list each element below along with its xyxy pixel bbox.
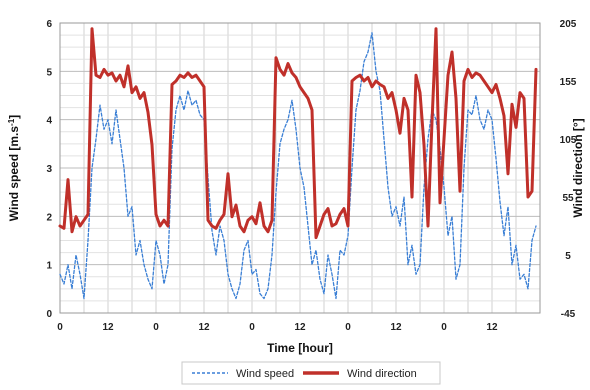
left-y-tick-label: 4: [46, 116, 52, 127]
wind-direction-line: [58, 27, 538, 240]
left-y-tick-label: 5: [46, 67, 52, 78]
left-y-tick-label: 3: [46, 164, 52, 175]
right-y-axis-title: Wind direction [°]: [571, 118, 585, 217]
x-tick-label: 0: [345, 322, 351, 333]
right-y-tick-label: -45: [561, 309, 576, 320]
right-y-tick-label: 205: [560, 19, 577, 30]
x-tick-label: 0: [441, 322, 447, 333]
right-y-tick-label: 155: [560, 77, 577, 88]
x-tick-label: 0: [249, 322, 255, 333]
x-tick-label: 12: [390, 322, 402, 333]
x-axis-title: Time [hour]: [267, 341, 333, 355]
x-tick-label: 0: [153, 322, 159, 333]
left-y-axis-title-main: Wind speed [m.s: [7, 126, 21, 222]
x-tick-label: 12: [102, 322, 114, 333]
legend: Wind speed Wind direction: [181, 361, 441, 385]
right-y-tick-label: 105: [560, 135, 577, 146]
x-tick-label: 0: [57, 322, 63, 333]
plot-area-border: [59, 22, 541, 314]
right-y-tick-label: 55: [562, 193, 574, 204]
wind-speed-line: [59, 32, 537, 300]
legend-wind-direction-label: Wind direction: [347, 368, 417, 380]
left-y-tick-label: 1: [46, 261, 52, 272]
left-y-tick-label: 2: [46, 212, 52, 223]
left-y-axis-title-end: ]: [7, 115, 21, 119]
right-y-tick-label: 5: [565, 251, 571, 262]
x-tick-label: 12: [294, 322, 306, 333]
series-layer: [58, 27, 538, 300]
left-y-axis-title-superscript: -1: [7, 118, 16, 126]
left-y-axis-title: Wind speed [m.s-1]: [7, 115, 21, 221]
x-tick-label: 12: [486, 322, 498, 333]
x-tick-label: 12: [198, 322, 210, 333]
legend-wind-speed-label: Wind speed: [236, 368, 294, 380]
left-y-tick-label: 6: [46, 19, 52, 30]
left-y-tick-label: 0: [46, 309, 52, 320]
